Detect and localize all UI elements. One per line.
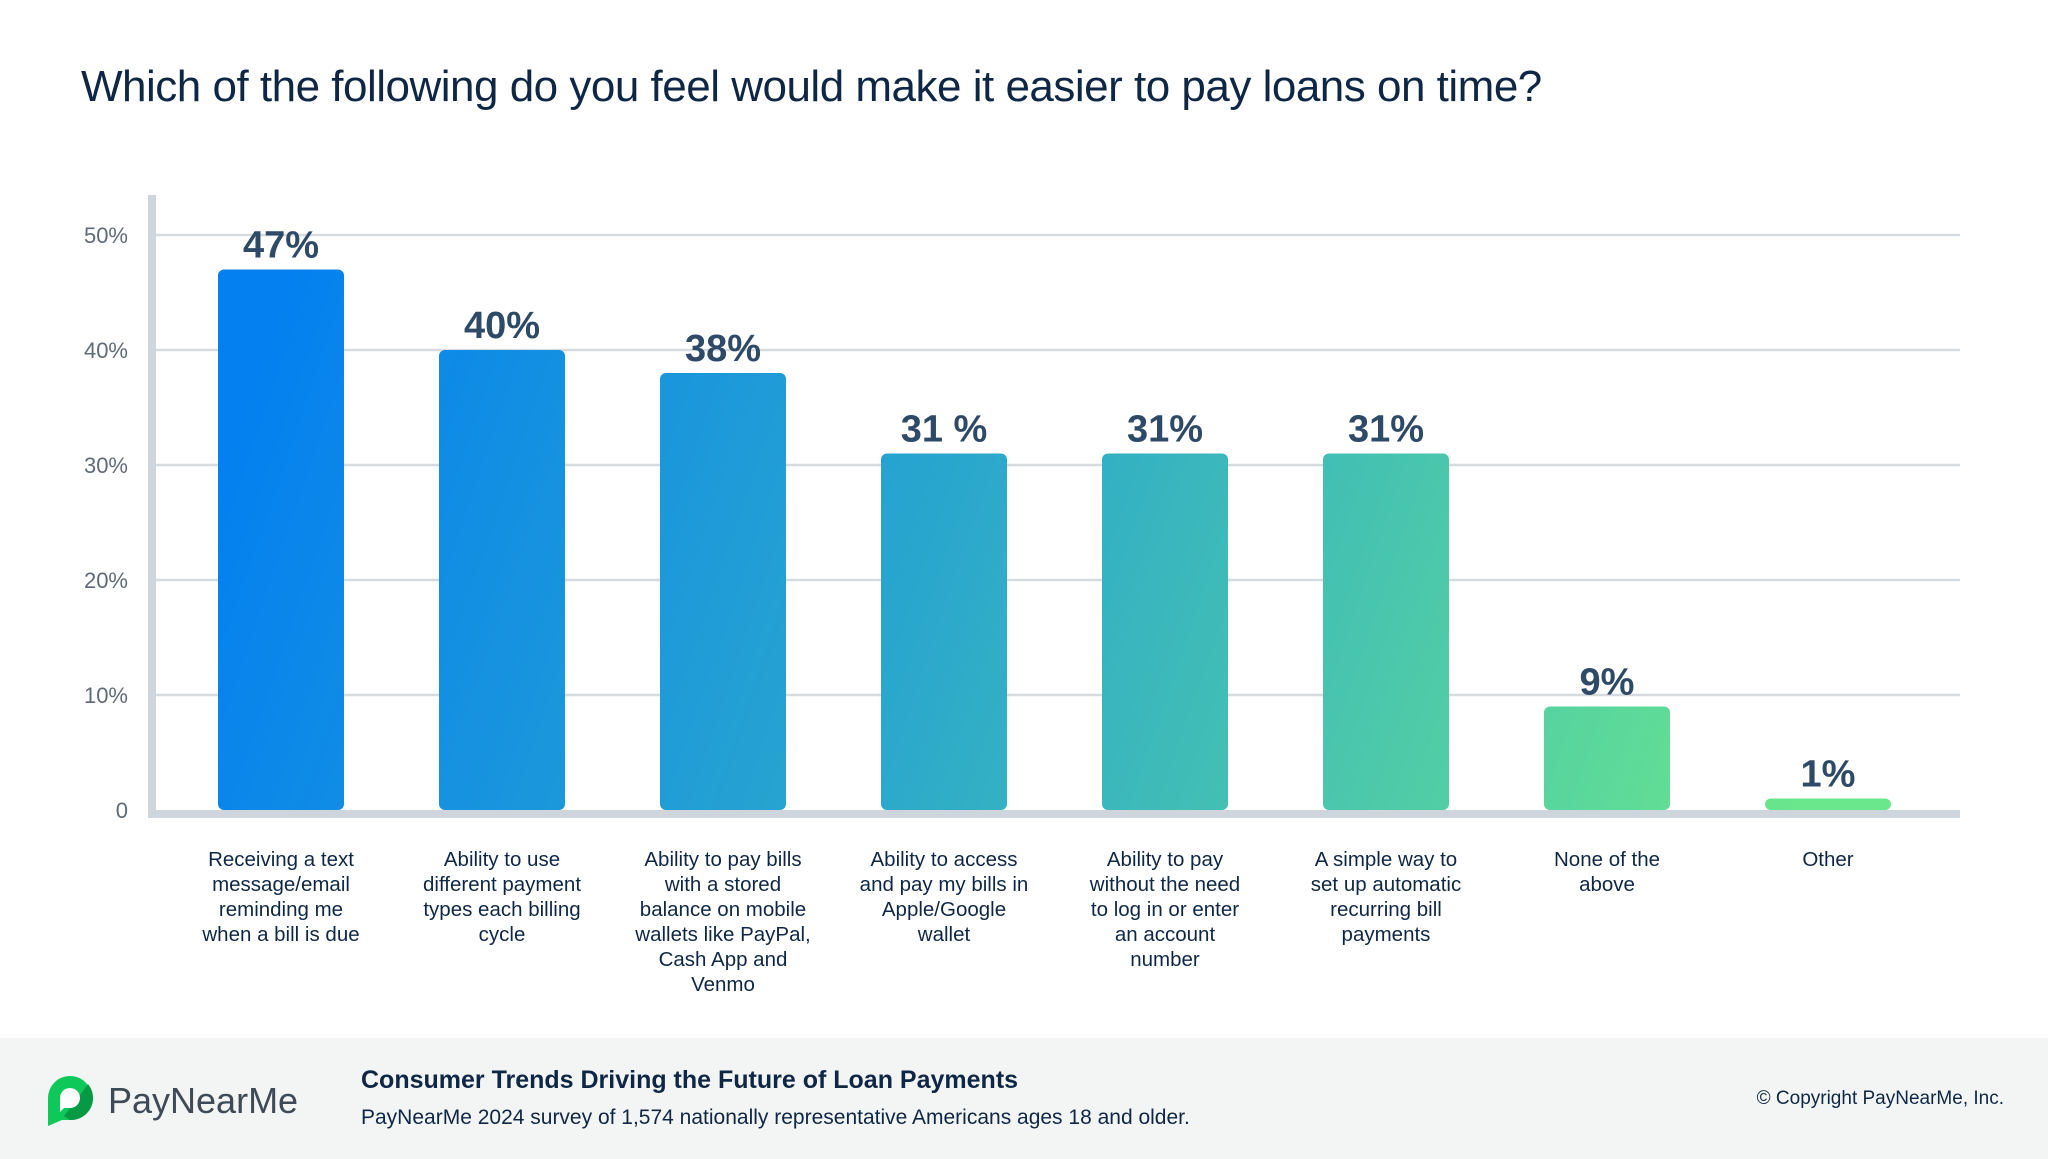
x-axis [148,810,1960,818]
footer: PayNearMe Consumer Trends Driving the Fu… [0,1038,2048,1159]
y-tick-label: 10% [84,683,128,708]
category-label: Ability to pay bills with a stored balance… [634,848,810,996]
bar [1765,798,1891,810]
category-label: Ability to access and pay my bills in Appl… [860,848,1029,946]
category-label: Ability to pay without the need to log in … [1089,848,1240,971]
category-label: None of the above [1554,848,1660,896]
brand-name: PayNearMe [108,1080,299,1121]
y-tick-label: 40% [84,338,128,363]
bar [1102,453,1228,810]
data-label: 38% [685,328,761,370]
data-label: 40% [464,305,540,347]
paynearme-logo: PayNearMe [44,1074,298,1128]
category-label: Ability to use different payment types eac… [423,848,581,946]
bar [218,269,344,810]
data-label: 31% [1348,409,1424,451]
report-title: Consumer Trends Driving the Future of Lo… [361,1066,1019,1094]
category-label: Other [1802,848,1853,871]
survey-note: PayNearMe 2024 survey of 1,574 nationall… [361,1106,1190,1129]
data-label: 31 % [901,409,988,451]
y-tick-label: 50% [84,223,128,248]
data-label: 31% [1127,409,1203,451]
y-tick-label: 20% [84,568,128,593]
bar-chart: 0 10% 20% 30% 40% 50% 47% Receiving a text messa… [84,195,1960,996]
data-label: 9% [1580,662,1635,704]
bar [1323,453,1449,810]
y-tick-label: 0 [116,798,128,823]
data-label: 1% [1801,754,1856,796]
category-label: Receiving a text message/email reminding m… [201,848,359,946]
y-tick-label: 30% [84,453,128,478]
category-label: A simple way to set up automatic recurring… [1311,848,1461,946]
y-axis [148,195,156,816]
bar [660,373,786,810]
data-label: 47% [243,225,319,267]
bar [881,453,1007,810]
copyright: © Copyright PayNearMe, Inc. [1756,1088,2004,1109]
paynearme-logo-icon [48,1076,94,1126]
chart-title: Which of the following do you feel would… [81,62,1542,111]
bar [439,350,565,810]
bar [1544,706,1670,810]
